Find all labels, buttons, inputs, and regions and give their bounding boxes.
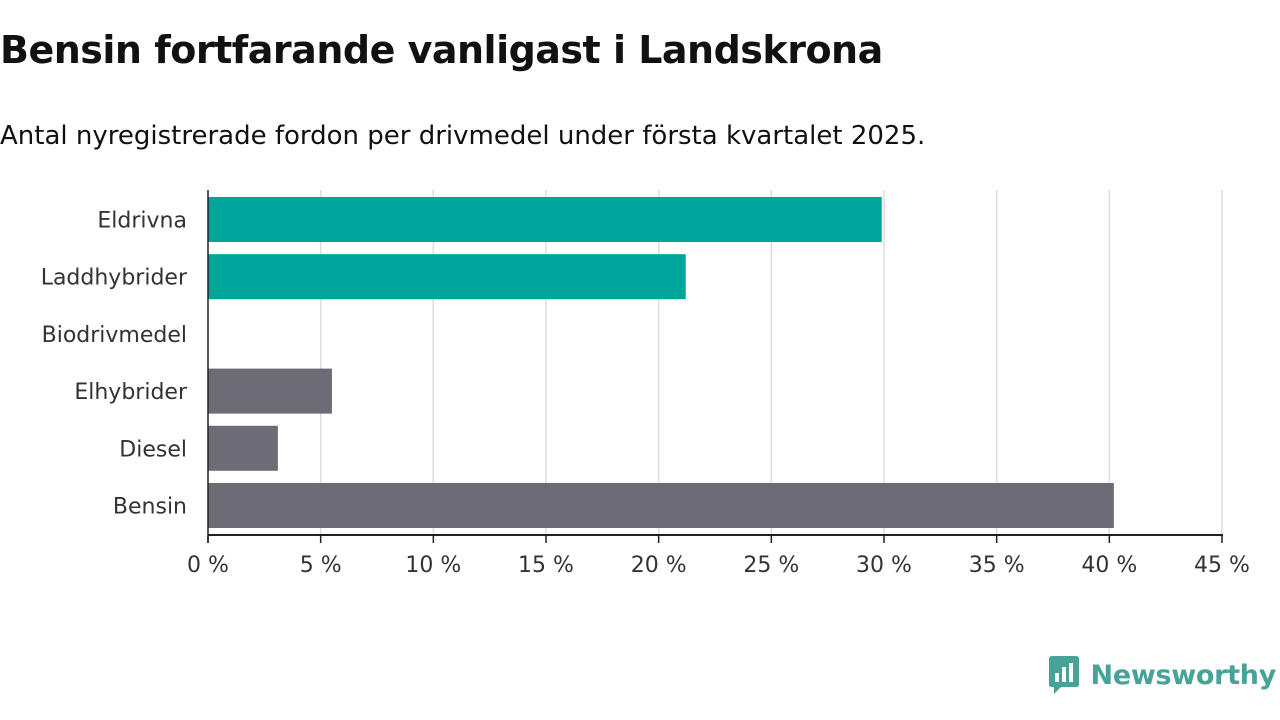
bar-elhybrider — [208, 368, 332, 414]
x-tick-label: 10 % — [405, 553, 461, 578]
x-tick-label: 25 % — [743, 553, 799, 578]
category-label: Elhybrider — [74, 380, 188, 405]
x-tick-label: 35 % — [969, 553, 1025, 578]
x-axis: 0 % 5 % 10 % 15 % 20 % 25 % 30 % 35 % 40 % 45 % — [187, 190, 1250, 578]
bars — [208, 197, 1114, 528]
x-tick-label: 0 % — [187, 553, 229, 578]
category-label: Laddhybrider — [41, 266, 188, 291]
x-tick-label: 20 % — [631, 553, 687, 578]
newsworthy-logo-icon — [1048, 656, 1079, 694]
category-label: Bensin — [113, 495, 187, 520]
category-label: Eldrivna — [97, 209, 187, 234]
bar-eldrivna — [208, 197, 882, 242]
x-tick-label: 30 % — [856, 553, 912, 578]
chart-subtitle: Antal nyregistrerade fordon per drivmede… — [0, 121, 926, 151]
x-tick-label: 15 % — [518, 553, 574, 578]
category-label: Diesel — [119, 437, 187, 462]
category-label: Biodrivmedel — [42, 323, 187, 348]
bar-chart: Eldrivna Laddhybrider Biodrivmedel Elhybrid… — [41, 190, 1250, 578]
bar-diesel — [208, 425, 278, 471]
brand-name: Newsworthy — [1090, 659, 1277, 691]
x-tick-label: 45 % — [1194, 553, 1250, 578]
category-labels: Eldrivna Laddhybrider Biodrivmedel Elhybrid… — [41, 209, 188, 520]
brand-logo: Newsworthy — [1047, 655, 1276, 695]
chart-title: Bensin fortfarande vanligast i Landskron… — [0, 28, 883, 72]
bar-laddhybrider — [208, 254, 686, 300]
gridlines — [319, 190, 1223, 535]
x-tick-label: 40 % — [1081, 553, 1137, 578]
bar-bensin — [208, 483, 1114, 528]
x-tick-label: 5 % — [300, 553, 342, 578]
